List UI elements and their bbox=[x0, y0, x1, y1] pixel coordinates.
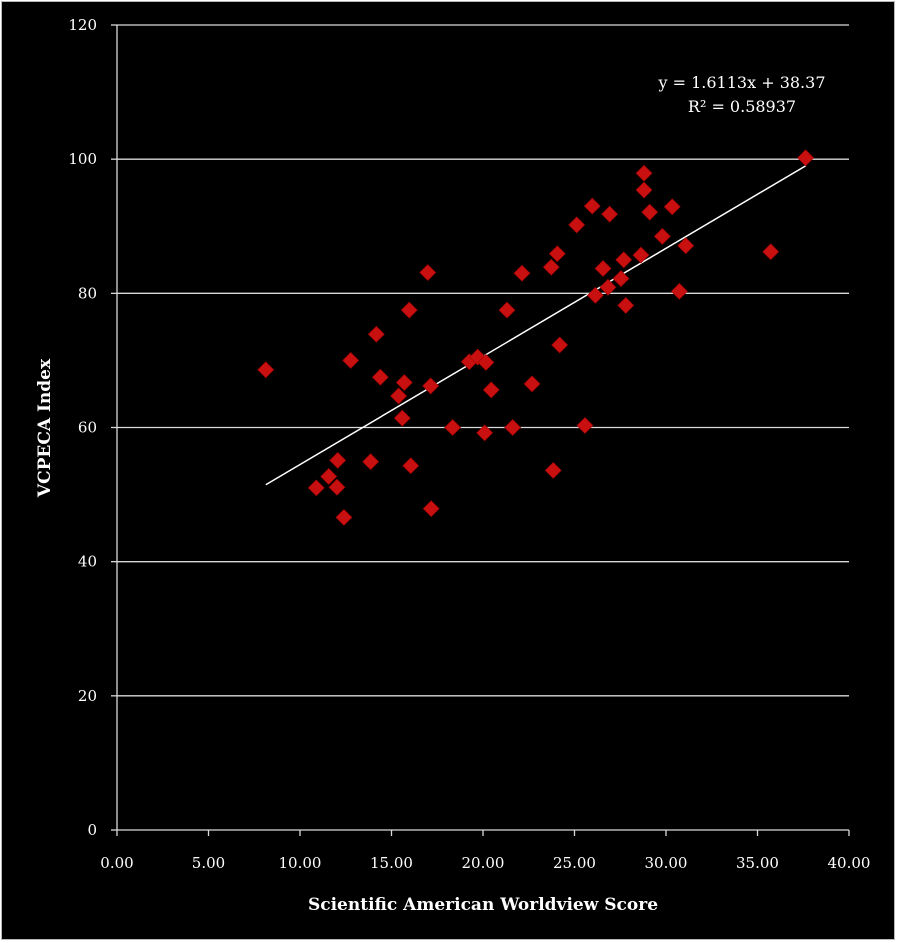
y-tick-label: 40 bbox=[78, 553, 97, 571]
data-point-diamond bbox=[594, 260, 612, 277]
trendline-equation: y = 1.6113x + 38.37 bbox=[657, 73, 825, 92]
data-point-diamond bbox=[576, 417, 594, 434]
y-tick-label: 100 bbox=[68, 150, 97, 168]
x-tick-label: 25.00 bbox=[553, 854, 596, 872]
data-point-diamond bbox=[670, 282, 688, 300]
data-point-diamond bbox=[632, 246, 650, 264]
data-point-diamond bbox=[762, 243, 780, 261]
data-point-diamond bbox=[476, 424, 494, 442]
y-axis-title: VCPECA Index bbox=[35, 358, 55, 498]
data-point-diamond bbox=[390, 387, 408, 405]
data-point-diamond bbox=[400, 301, 418, 319]
data-points bbox=[257, 149, 815, 526]
data-point-diamond bbox=[548, 245, 566, 263]
x-tick-label: 0.00 bbox=[100, 854, 133, 872]
x-tick-label: 40.00 bbox=[828, 854, 871, 872]
x-tick-label: 35.00 bbox=[736, 854, 779, 872]
y-tick-label: 0 bbox=[87, 821, 97, 839]
data-point-diamond bbox=[257, 361, 275, 379]
data-point-diamond bbox=[586, 286, 604, 304]
data-point-diamond bbox=[635, 164, 653, 182]
data-point-diamond bbox=[422, 500, 440, 518]
data-point-diamond bbox=[335, 508, 353, 526]
data-point-diamond bbox=[797, 149, 815, 167]
data-point-diamond bbox=[617, 296, 635, 314]
data-point-diamond bbox=[513, 264, 531, 282]
data-point-diamond bbox=[542, 258, 560, 276]
data-point-diamond bbox=[342, 351, 360, 369]
data-point-diamond bbox=[362, 453, 380, 471]
x-axis-tick-labels: 0.00 5.00 10.00 15.00 20.00 25.00 30.00 35.00 40… bbox=[100, 854, 870, 872]
data-point-diamond bbox=[371, 368, 389, 386]
data-point-diamond bbox=[504, 419, 522, 436]
data-point-diamond bbox=[568, 216, 586, 234]
data-point-diamond bbox=[329, 451, 347, 469]
data-point-diamond bbox=[653, 227, 671, 245]
data-point-diamond bbox=[367, 325, 385, 343]
data-point-diamond bbox=[677, 237, 695, 255]
data-point-diamond bbox=[612, 270, 630, 287]
data-point-diamond bbox=[551, 336, 569, 354]
data-point-diamond bbox=[444, 419, 462, 436]
data-point-diamond bbox=[601, 205, 619, 223]
data-point-diamond bbox=[599, 278, 617, 296]
data-point-diamond bbox=[641, 203, 659, 221]
data-point-diamond bbox=[320, 468, 338, 485]
y-axis-tick-labels: 0 20 40 60 80 100 120 bbox=[68, 16, 97, 839]
x-tick-label: 20.00 bbox=[462, 854, 505, 872]
axes bbox=[111, 24, 850, 836]
y-tick-label: 60 bbox=[78, 419, 97, 437]
x-tick-label: 5.00 bbox=[192, 854, 225, 872]
gridlines bbox=[117, 24, 849, 697]
x-axis-title: Scientific American Worldview Score bbox=[308, 895, 658, 915]
data-point-diamond bbox=[422, 377, 440, 395]
x-tick-label: 15.00 bbox=[370, 854, 413, 872]
data-point-diamond bbox=[393, 409, 411, 427]
data-point-diamond bbox=[544, 462, 562, 479]
data-point-diamond bbox=[482, 381, 500, 399]
data-point-diamond bbox=[663, 198, 681, 216]
y-tick-label: 120 bbox=[68, 16, 97, 34]
data-point-diamond bbox=[402, 457, 420, 475]
data-point-diamond bbox=[307, 479, 325, 497]
data-point-diamond bbox=[615, 251, 633, 269]
data-point-diamond bbox=[477, 354, 495, 371]
y-tick-label: 80 bbox=[78, 284, 97, 302]
x-tick-label: 10.00 bbox=[279, 854, 322, 872]
data-point-diamond bbox=[419, 264, 437, 281]
data-point-diamond bbox=[328, 478, 346, 496]
y-tick-label: 20 bbox=[78, 687, 97, 705]
data-point-diamond bbox=[395, 374, 413, 391]
x-tick-label: 30.00 bbox=[645, 854, 688, 872]
data-point-diamond bbox=[523, 375, 541, 393]
data-point-diamond bbox=[635, 181, 653, 199]
r-squared-label: R² = 0.58937 bbox=[688, 97, 796, 116]
data-point-diamond bbox=[498, 301, 516, 319]
trendline bbox=[265, 165, 807, 486]
data-point-diamond bbox=[583, 197, 601, 215]
